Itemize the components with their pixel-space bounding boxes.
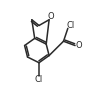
Text: O: O bbox=[48, 12, 55, 21]
Text: O: O bbox=[75, 41, 82, 50]
Text: Cl: Cl bbox=[67, 21, 75, 30]
Text: Cl: Cl bbox=[35, 75, 43, 84]
